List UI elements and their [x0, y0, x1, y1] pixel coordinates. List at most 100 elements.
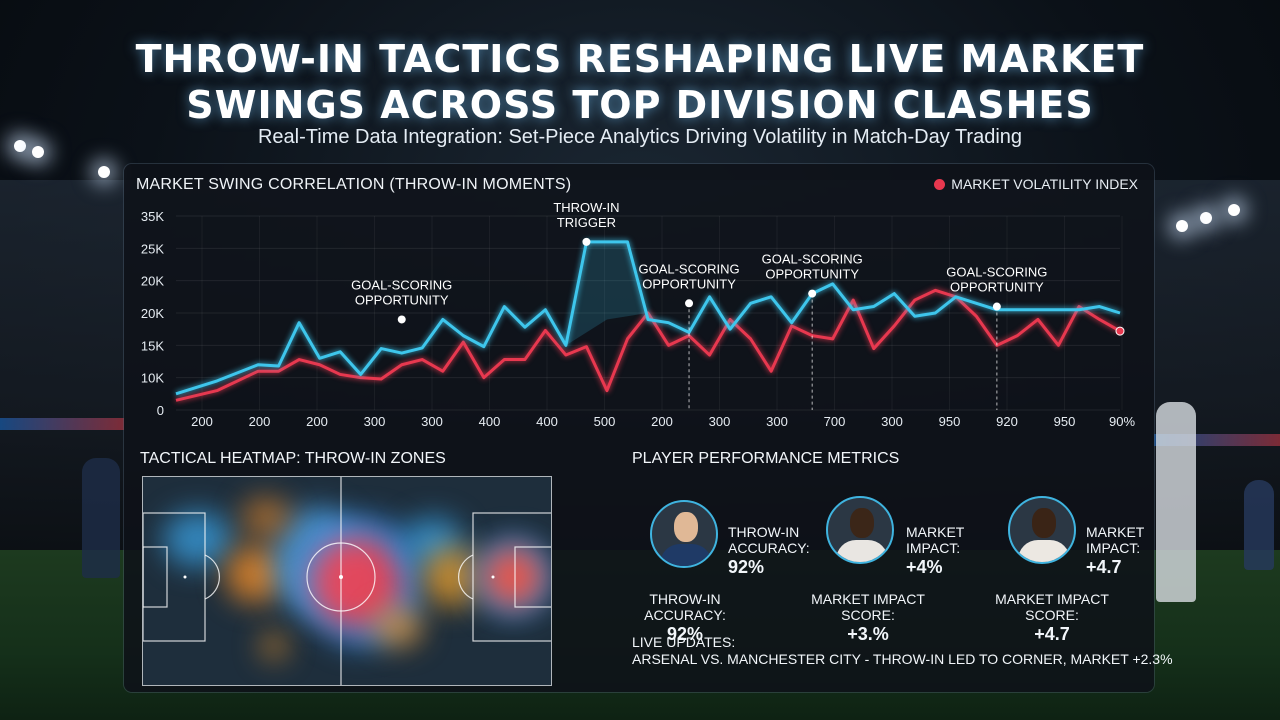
- annotation-label: OPPORTUNITY: [642, 276, 736, 291]
- series-line: [175, 288, 1121, 402]
- player-silhouette: [1156, 402, 1196, 602]
- y-tick-label: 25K: [141, 241, 164, 256]
- x-tick-label: 950: [1054, 414, 1076, 429]
- avatar-shirt: [836, 540, 888, 562]
- metric-label: THROW-IN ACCURACY:: [728, 524, 810, 556]
- chart-title: MARKET SWING CORRELATION (THROW-IN MOMEN…: [136, 176, 572, 193]
- player-3-side-metric: MARKET IMPACT: +4.7: [1086, 508, 1144, 594]
- floodlight: [14, 140, 26, 152]
- player-metrics-title: PLAYER PERFORMANCE METRICS: [632, 450, 900, 467]
- player-avatar: [826, 496, 894, 564]
- y-tick-label: 0: [157, 403, 164, 418]
- x-tick-label: 200: [191, 414, 213, 429]
- y-tick-label: 35K: [141, 209, 164, 224]
- floodlight: [1200, 212, 1212, 224]
- throw-in-heatmap: [142, 476, 552, 686]
- x-tick-label: 400: [479, 414, 501, 429]
- live-updates-heading: LIVE UPDATES:: [632, 634, 736, 650]
- annotation-label: OPPORTUNITY: [355, 292, 449, 307]
- page-title: THROW-IN TACTICS RESHAPING LIVE MARKET S…: [0, 36, 1280, 128]
- legend-swatch: [934, 178, 946, 190]
- page-subtitle: Real-Time Data Integration: Set-Piece An…: [257, 126, 1023, 148]
- throw-in-shaded-area: [565, 241, 648, 346]
- x-tick-label: 90%: [1109, 414, 1135, 429]
- series-line: [175, 240, 1121, 396]
- metric-value: +3.%: [847, 624, 889, 644]
- avatar-head: [850, 508, 874, 538]
- pitch-markings: [143, 477, 551, 685]
- floodlight: [1176, 220, 1188, 232]
- metric-value: +4%: [906, 557, 943, 577]
- metric-value: 92%: [728, 557, 765, 577]
- legend-label: MARKET VOLATILITY INDEX: [951, 176, 1138, 192]
- floodlight: [98, 166, 110, 178]
- player-3-bottom-metric: MARKET IMPACT SCORE: +4.7: [984, 575, 1120, 661]
- metric-label: THROW-IN ACCURACY:: [644, 591, 726, 623]
- y-tick-label: 10K: [141, 371, 164, 386]
- series-end-point: [1115, 326, 1125, 336]
- x-tick-label: 920: [996, 414, 1018, 429]
- player-avatar: [650, 500, 718, 568]
- metric-value: +4.7: [1086, 557, 1122, 577]
- heat-zone: [241, 497, 291, 537]
- x-tick-label: 200: [306, 414, 328, 429]
- heat-zone: [373, 607, 423, 647]
- x-tick-label: 300: [421, 414, 443, 429]
- floodlight: [32, 146, 44, 158]
- x-tick-label: 300: [766, 414, 788, 429]
- annotation-point: [808, 289, 817, 298]
- x-tick-label: 500: [594, 414, 616, 429]
- annotation-label: OPPORTUNITY: [950, 280, 1044, 295]
- annotation-label: THROW-IN: [553, 200, 619, 215]
- annotation-point: [685, 299, 694, 308]
- metric-label: MARKET IMPACT:: [906, 524, 965, 556]
- annotation-label: OPPORTUNITY: [765, 267, 859, 282]
- floodlight: [1228, 204, 1240, 216]
- annotation-label: GOAL-SCORING: [946, 265, 1047, 280]
- live-updates-text: ARSENAL VS. MANCHESTER CITY - THROW-IN L…: [632, 651, 1173, 667]
- title-line-2: SWINGS ACROSS TOP DIVISION CLASHES: [186, 83, 1094, 127]
- player-silhouette: [82, 458, 120, 578]
- live-updates: LIVE UPDATES: ARSENAL VS. MANCHESTER CIT…: [632, 634, 1173, 668]
- player-2-bottom-metric: MARKET IMPACT SCORE: +3.%: [800, 575, 936, 661]
- x-tick-label: 300: [881, 414, 903, 429]
- x-tick-label: 200: [249, 414, 271, 429]
- x-tick-label: 300: [709, 414, 731, 429]
- chart-legend: MARKET VOLATILITY INDEX: [934, 176, 1138, 192]
- avatar-shirt: [1018, 540, 1070, 562]
- player-silhouette: [1244, 480, 1274, 570]
- x-tick-label: 700: [824, 414, 846, 429]
- annotation-point: [397, 315, 406, 324]
- metric-label: MARKET IMPACT:: [1086, 524, 1145, 556]
- annotation-label: GOAL-SCORING: [638, 261, 739, 276]
- x-tick-label: 950: [939, 414, 961, 429]
- player-1-bottom-metric: THROW-IN ACCURACY: 92%: [620, 575, 750, 661]
- x-tick-label: 200: [651, 414, 673, 429]
- y-tick-label: 15K: [141, 338, 164, 353]
- avatar-head: [1032, 508, 1056, 538]
- player-avatar: [1008, 496, 1076, 564]
- annotation-point: [992, 302, 1001, 311]
- annotation-label: TRIGGER: [557, 215, 616, 230]
- heatmap-title: TACTICAL HEATMAP: THROW-IN ZONES: [140, 450, 446, 467]
- x-tick-label: 300: [364, 414, 386, 429]
- heat-zone: [261, 633, 287, 659]
- metric-value: +4.7: [1034, 624, 1070, 644]
- annotation-point: [582, 237, 591, 246]
- y-tick-label: 20K: [141, 274, 164, 289]
- avatar-head: [674, 512, 698, 542]
- metric-label: MARKET IMPACT SCORE:: [811, 591, 925, 623]
- annotation-label: GOAL-SCORING: [762, 252, 863, 267]
- metric-value: 92%: [666, 624, 704, 644]
- ad-board: [0, 418, 124, 430]
- metric-label: MARKET IMPACT SCORE:: [995, 591, 1109, 623]
- y-tick-label: 20K: [141, 306, 164, 321]
- market-swing-chart: 35K 25K 20K 20K 15K 10K 0 200 200 200 300 300 400 400…: [141, 200, 1136, 429]
- heat-zone: [163, 511, 233, 567]
- annotation-label: GOAL-SCORING: [351, 277, 452, 292]
- x-tick-label: 400: [536, 414, 558, 429]
- title-line-1: THROW-IN TACTICS RESHAPING LIVE MARKET: [135, 37, 1145, 81]
- player-2-side-metric: MARKET IMPACT: +4%: [906, 508, 964, 594]
- avatar-shirt: [660, 544, 712, 566]
- player-1-side-metric: THROW-IN ACCURACY: 92%: [728, 508, 810, 594]
